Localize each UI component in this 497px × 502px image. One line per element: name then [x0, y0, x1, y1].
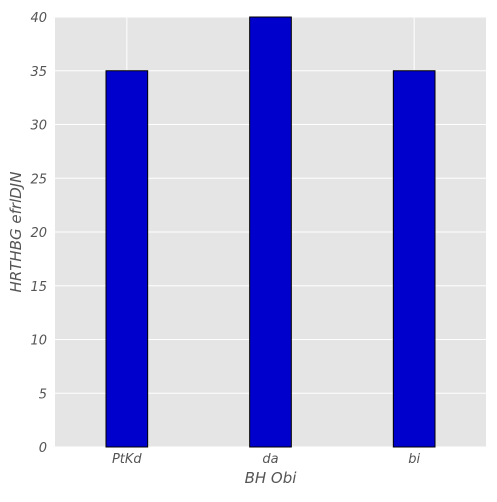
y-tick-label: 0 [39, 441, 47, 456]
x-tick-label: PtKd [112, 452, 142, 467]
y-axis-label: HRTHBG efrlDJN [7, 172, 25, 293]
y-tick-label: 5 [39, 387, 47, 402]
y-tick-label: 25 [30, 172, 47, 187]
y-tick-label: 20 [30, 226, 47, 241]
x-tick-label: da [262, 452, 278, 467]
y-tick-label: 35 [30, 65, 47, 80]
y-tick-label: 40 [30, 11, 47, 26]
bars [105, 16, 436, 448]
y-tick-label: 10 [30, 334, 47, 349]
x-tick-label: bi [408, 452, 420, 467]
y-tick-label: 15 [30, 280, 47, 295]
x-axis-label: BH Obi [245, 469, 298, 487]
y-axis-ticks: 0 5 10 15 20 25 30 35 40 [30, 11, 47, 456]
y-tick-label: 30 [30, 119, 47, 134]
bar-da [249, 16, 292, 448]
bar-bi [392, 70, 436, 448]
bar-PtKd [105, 70, 149, 448]
x-axis-ticks: PtKd da bi [112, 452, 421, 467]
